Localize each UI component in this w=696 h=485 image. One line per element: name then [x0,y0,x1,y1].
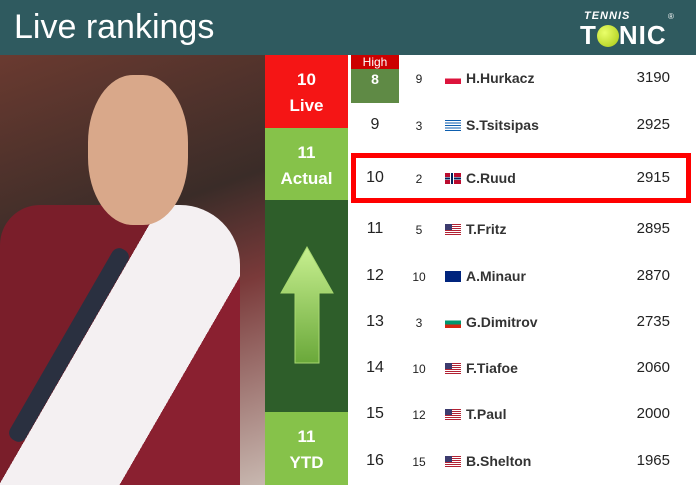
ytd-rank-panel: 11 YTD [265,412,348,485]
ranking-row[interactable]: 12 10 A.Minaur 2870 [348,253,696,300]
player-name[interactable]: A.Minaur [466,268,526,284]
flag-australia-icon [445,271,461,282]
rank: 12 [366,267,384,284]
tennis-ball-icon [596,25,619,47]
player-name[interactable]: B.Shelton [466,453,532,469]
points: 2735 [636,313,670,330]
points: 2000 [636,405,670,422]
previous-rank: 10 [412,362,426,376]
flag-usa-icon [445,224,461,235]
tennis-tonic-logo[interactable]: TENNIS T NIC ® [580,10,674,50]
player-name[interactable]: G.Dimitrov [466,314,538,330]
previous-rank: 5 [415,223,423,237]
player-name[interactable]: T.Fritz [466,221,507,237]
ranking-row[interactable]: 9 H.Hurkacz 3190 [348,55,696,102]
points: 1965 [636,452,670,469]
points: 2895 [636,220,670,237]
current-player-highlight [351,153,691,203]
flag-poland-icon [445,73,461,84]
points: 3190 [636,69,670,86]
flag-usa-icon [445,456,461,467]
flag-usa-icon [445,409,461,420]
rank: 9 [370,116,380,133]
points: 2060 [636,359,670,376]
header: Live rankings TENNIS T NIC ® [0,0,696,55]
previous-rank: 2 [415,172,423,186]
up-arrow-icon [280,245,334,364]
rank: 15 [366,405,384,422]
flag-greece-icon [445,120,461,131]
flag-bulgaria-icon [445,317,461,328]
points: 2870 [636,267,670,284]
player-photo [0,55,265,485]
flag-usa-icon [445,363,461,374]
trend-panel [265,200,348,412]
previous-rank: 15 [412,455,426,469]
career-high-badge: High 8 [351,55,399,103]
rank: 14 [366,359,384,376]
ranking-row[interactable]: 11 5 T.Fritz 2895 [348,206,696,253]
ranking-row[interactable]: 9 3 S.Tsitsipas 2925 [348,102,696,149]
player-name[interactable]: S.Tsitsipas [466,117,539,133]
player-name[interactable]: T.Paul [466,406,507,422]
player-name[interactable]: F.Tiafoe [466,360,518,376]
points: 2915 [636,169,670,186]
live-rank-panel: 10 Live [265,55,348,128]
ranking-row[interactable]: 13 3 G.Dimitrov 2735 [348,299,696,346]
ranking-row[interactable]: 14 10 F.Tiafoe 2060 [348,345,696,392]
flag-norway-icon [445,173,461,184]
ranking-row[interactable]: 15 12 T.Paul 2000 [348,391,696,438]
player-name[interactable]: C.Ruud [466,170,516,186]
ranking-row[interactable]: 16 15 B.Shelton 1965 [348,438,696,485]
rank: 11 [366,220,384,237]
previous-rank: 3 [415,119,423,133]
rank: 10 [366,169,384,186]
points: 2925 [636,116,670,133]
player-name[interactable]: H.Hurkacz [466,70,535,86]
rank: 16 [366,452,384,469]
page-title: Live rankings [14,8,215,46]
previous-rank: 3 [415,316,423,330]
previous-rank: 9 [415,72,423,86]
ranking-row[interactable]: 10 2 C.Ruud 2915 [348,155,696,202]
previous-rank: 12 [412,408,426,422]
rank: 13 [366,313,384,330]
actual-rank-panel: 11 Actual [265,128,348,200]
previous-rank: 10 [412,270,426,284]
